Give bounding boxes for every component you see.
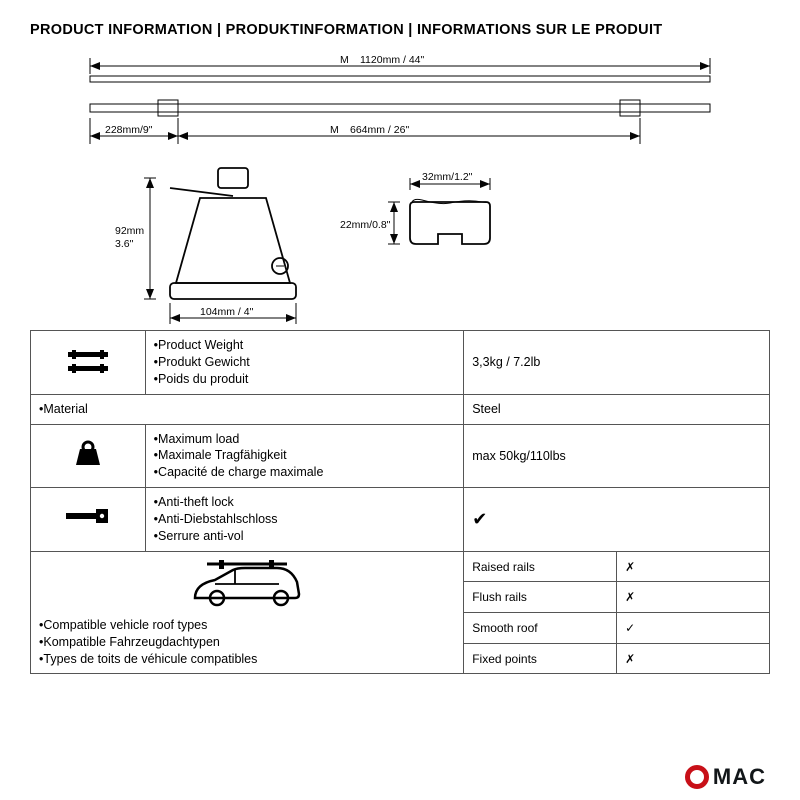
compat-item-name: Flush rails — [464, 582, 617, 613]
dim-offset: 228mm/9" — [105, 124, 153, 136]
technical-diagram: M 1120mm / 44" 228mm/9" M 664mm / 26" — [30, 48, 770, 328]
table-row: •Maximum load •Maximale Tragfähigkeit •C… — [31, 424, 770, 488]
compat-item-name: Raised rails — [464, 551, 617, 582]
brand-logo: MAC — [685, 764, 766, 790]
dim-inner-length: 664mm / 26" — [350, 124, 409, 136]
compat-item-mark: ✗ — [617, 551, 770, 582]
table-row: •Product Weight •Produkt Gewicht •Poids … — [31, 331, 770, 395]
row-labels: •Product Weight •Produkt Gewicht •Poids … — [145, 331, 464, 395]
dim-inner-marker: M — [330, 124, 339, 136]
row-value: 3,3kg / 7.2lb — [464, 331, 770, 395]
row-value: Steel — [464, 394, 770, 424]
compat-item-name: Smooth roof — [464, 613, 617, 644]
dim-profile-h: 22mm/0.8" — [340, 219, 391, 231]
car-icon — [39, 558, 455, 611]
row-value: max 50kg/110lbs — [464, 424, 770, 488]
table-row: •Anti-theft lock •Anti-Diebstahlschloss … — [31, 488, 770, 552]
compat-item-mark: ✗ — [617, 582, 770, 613]
weight-icon — [31, 424, 146, 488]
compat-item-mark: ✗ — [617, 643, 770, 674]
dim-top-length: 1120mm / 44" — [360, 54, 425, 66]
table-row: •Compatible vehicle roof types •Kompatib… — [31, 551, 770, 582]
dim-bracket-h2: 3.6" — [115, 238, 134, 250]
dim-profile-w: 32mm/1.2" — [422, 171, 473, 183]
dim-bracket-h1: 92mm — [115, 225, 144, 237]
compat-labels: •Compatible vehicle roof types •Kompatib… — [31, 551, 464, 674]
bars-icon — [31, 331, 146, 395]
spec-table: •Product Weight •Produkt Gewicht •Poids … — [30, 330, 770, 674]
compat-item-name: Fixed points — [464, 643, 617, 674]
page-title: PRODUCT INFORMATION | PRODUKTINFORMATION… — [30, 22, 770, 38]
table-row: •Material Steel — [31, 394, 770, 424]
row-labels: •Maximum load •Maximale Tragfähigkeit •C… — [145, 424, 464, 488]
row-labels: •Material — [31, 394, 464, 424]
logo-ring-icon — [685, 765, 709, 789]
lock-icon — [31, 488, 146, 552]
dim-bracket-base: 104mm / 4" — [200, 306, 254, 318]
dim-top-marker: M — [340, 54, 349, 66]
logo-text: MAC — [713, 764, 766, 790]
compat-item-mark: ✓ — [617, 613, 770, 644]
row-labels: •Anti-theft lock •Anti-Diebstahlschloss … — [145, 488, 464, 552]
row-value: ✔ — [464, 488, 770, 552]
